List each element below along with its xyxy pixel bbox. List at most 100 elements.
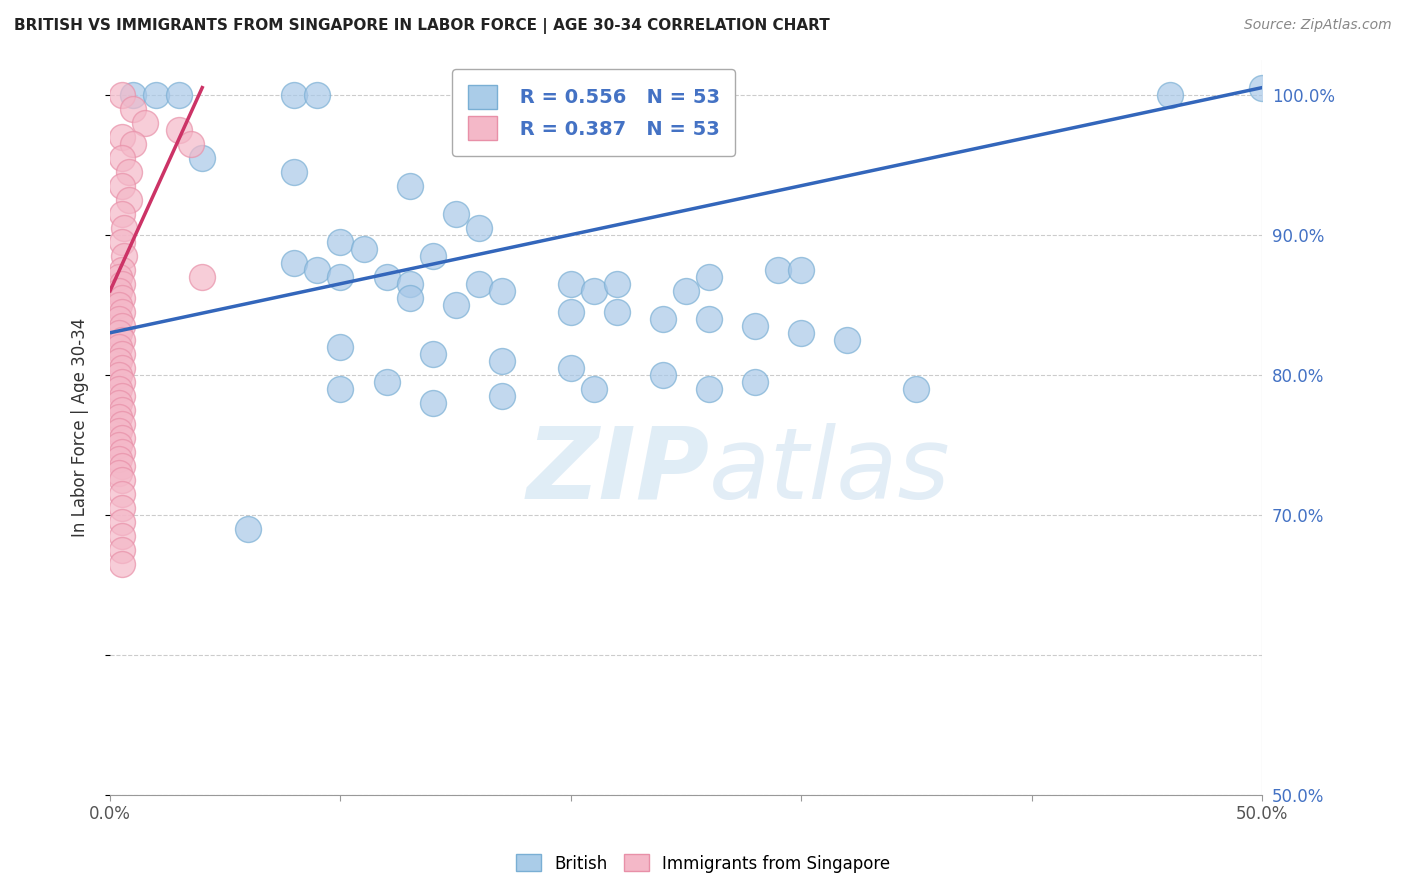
Point [375,269,398,284]
Point [513,87,536,102]
Point [606,277,628,291]
Point [837,333,859,347]
Point [110,445,132,459]
Point [329,340,352,354]
Point [110,529,132,543]
Point [110,129,132,144]
Point [398,291,420,305]
Point [108,409,131,424]
Point [112,220,135,235]
Point [766,262,789,277]
Point [108,451,131,466]
Point [117,193,139,207]
Point [398,178,420,193]
Point [110,235,132,249]
Point [491,284,513,298]
Point [108,340,131,354]
Point [283,164,305,178]
Point [467,220,489,235]
Point [444,298,467,312]
Point [652,311,675,326]
Point [108,284,131,298]
Point [191,151,214,165]
Point [110,389,132,403]
Point [398,277,420,291]
Point [329,269,352,284]
Point [122,102,145,116]
Text: ZIP: ZIP [526,423,709,520]
Point [238,522,260,536]
Point [905,382,928,396]
Point [108,382,131,396]
Point [110,542,132,557]
Point [110,305,132,319]
Point [375,375,398,389]
Point [110,402,132,417]
Text: atlas: atlas [709,423,950,520]
Point [560,305,582,319]
Point [697,311,720,326]
Point [108,326,131,340]
Point [353,242,375,256]
Point [652,368,675,382]
Point [582,382,605,396]
Point [167,122,190,136]
Point [283,256,305,270]
Point [697,269,720,284]
Point [110,473,132,487]
Point [1251,80,1274,95]
Point [110,318,132,333]
Point [110,207,132,221]
Point [108,466,131,480]
Point [675,284,697,298]
Point [582,284,605,298]
Point [422,249,444,263]
Point [560,360,582,375]
Text: Source: ZipAtlas.com: Source: ZipAtlas.com [1244,18,1392,32]
Point [122,87,145,102]
Point [744,318,766,333]
Point [110,487,132,501]
Point [108,396,131,410]
Point [108,424,131,438]
Point [467,277,489,291]
Point [329,382,352,396]
Point [537,87,560,102]
Point [444,207,467,221]
Point [112,249,135,263]
Point [110,333,132,347]
Point [108,368,131,382]
Point [122,136,145,151]
Point [283,87,305,102]
Point [422,396,444,410]
Legend: British, Immigrants from Singapore: British, Immigrants from Singapore [509,847,897,880]
Point [307,262,329,277]
Point [108,269,131,284]
Point [1159,87,1181,102]
Legend:  R = 0.556   N = 53,  R = 0.387   N = 53: R = 0.556 N = 53, R = 0.387 N = 53 [453,70,735,156]
Point [560,277,582,291]
Point [110,515,132,529]
Point [180,136,202,151]
Point [422,347,444,361]
Point [110,557,132,571]
Point [491,389,513,403]
Point [110,151,132,165]
Point [117,164,139,178]
Point [110,417,132,431]
Point [790,326,813,340]
Point [191,269,214,284]
Point [110,431,132,445]
Point [790,262,813,277]
Text: BRITISH VS IMMIGRANTS FROM SINGAPORE IN LABOR FORCE | AGE 30-34 CORRELATION CHAR: BRITISH VS IMMIGRANTS FROM SINGAPORE IN … [14,18,830,34]
Point [108,438,131,452]
Point [110,375,132,389]
Point [110,360,132,375]
Y-axis label: In Labor Force | Age 30-34: In Labor Force | Age 30-34 [72,318,89,537]
Point [110,500,132,515]
Point [108,311,131,326]
Point [110,347,132,361]
Point [110,277,132,291]
Point [110,291,132,305]
Point [167,87,190,102]
